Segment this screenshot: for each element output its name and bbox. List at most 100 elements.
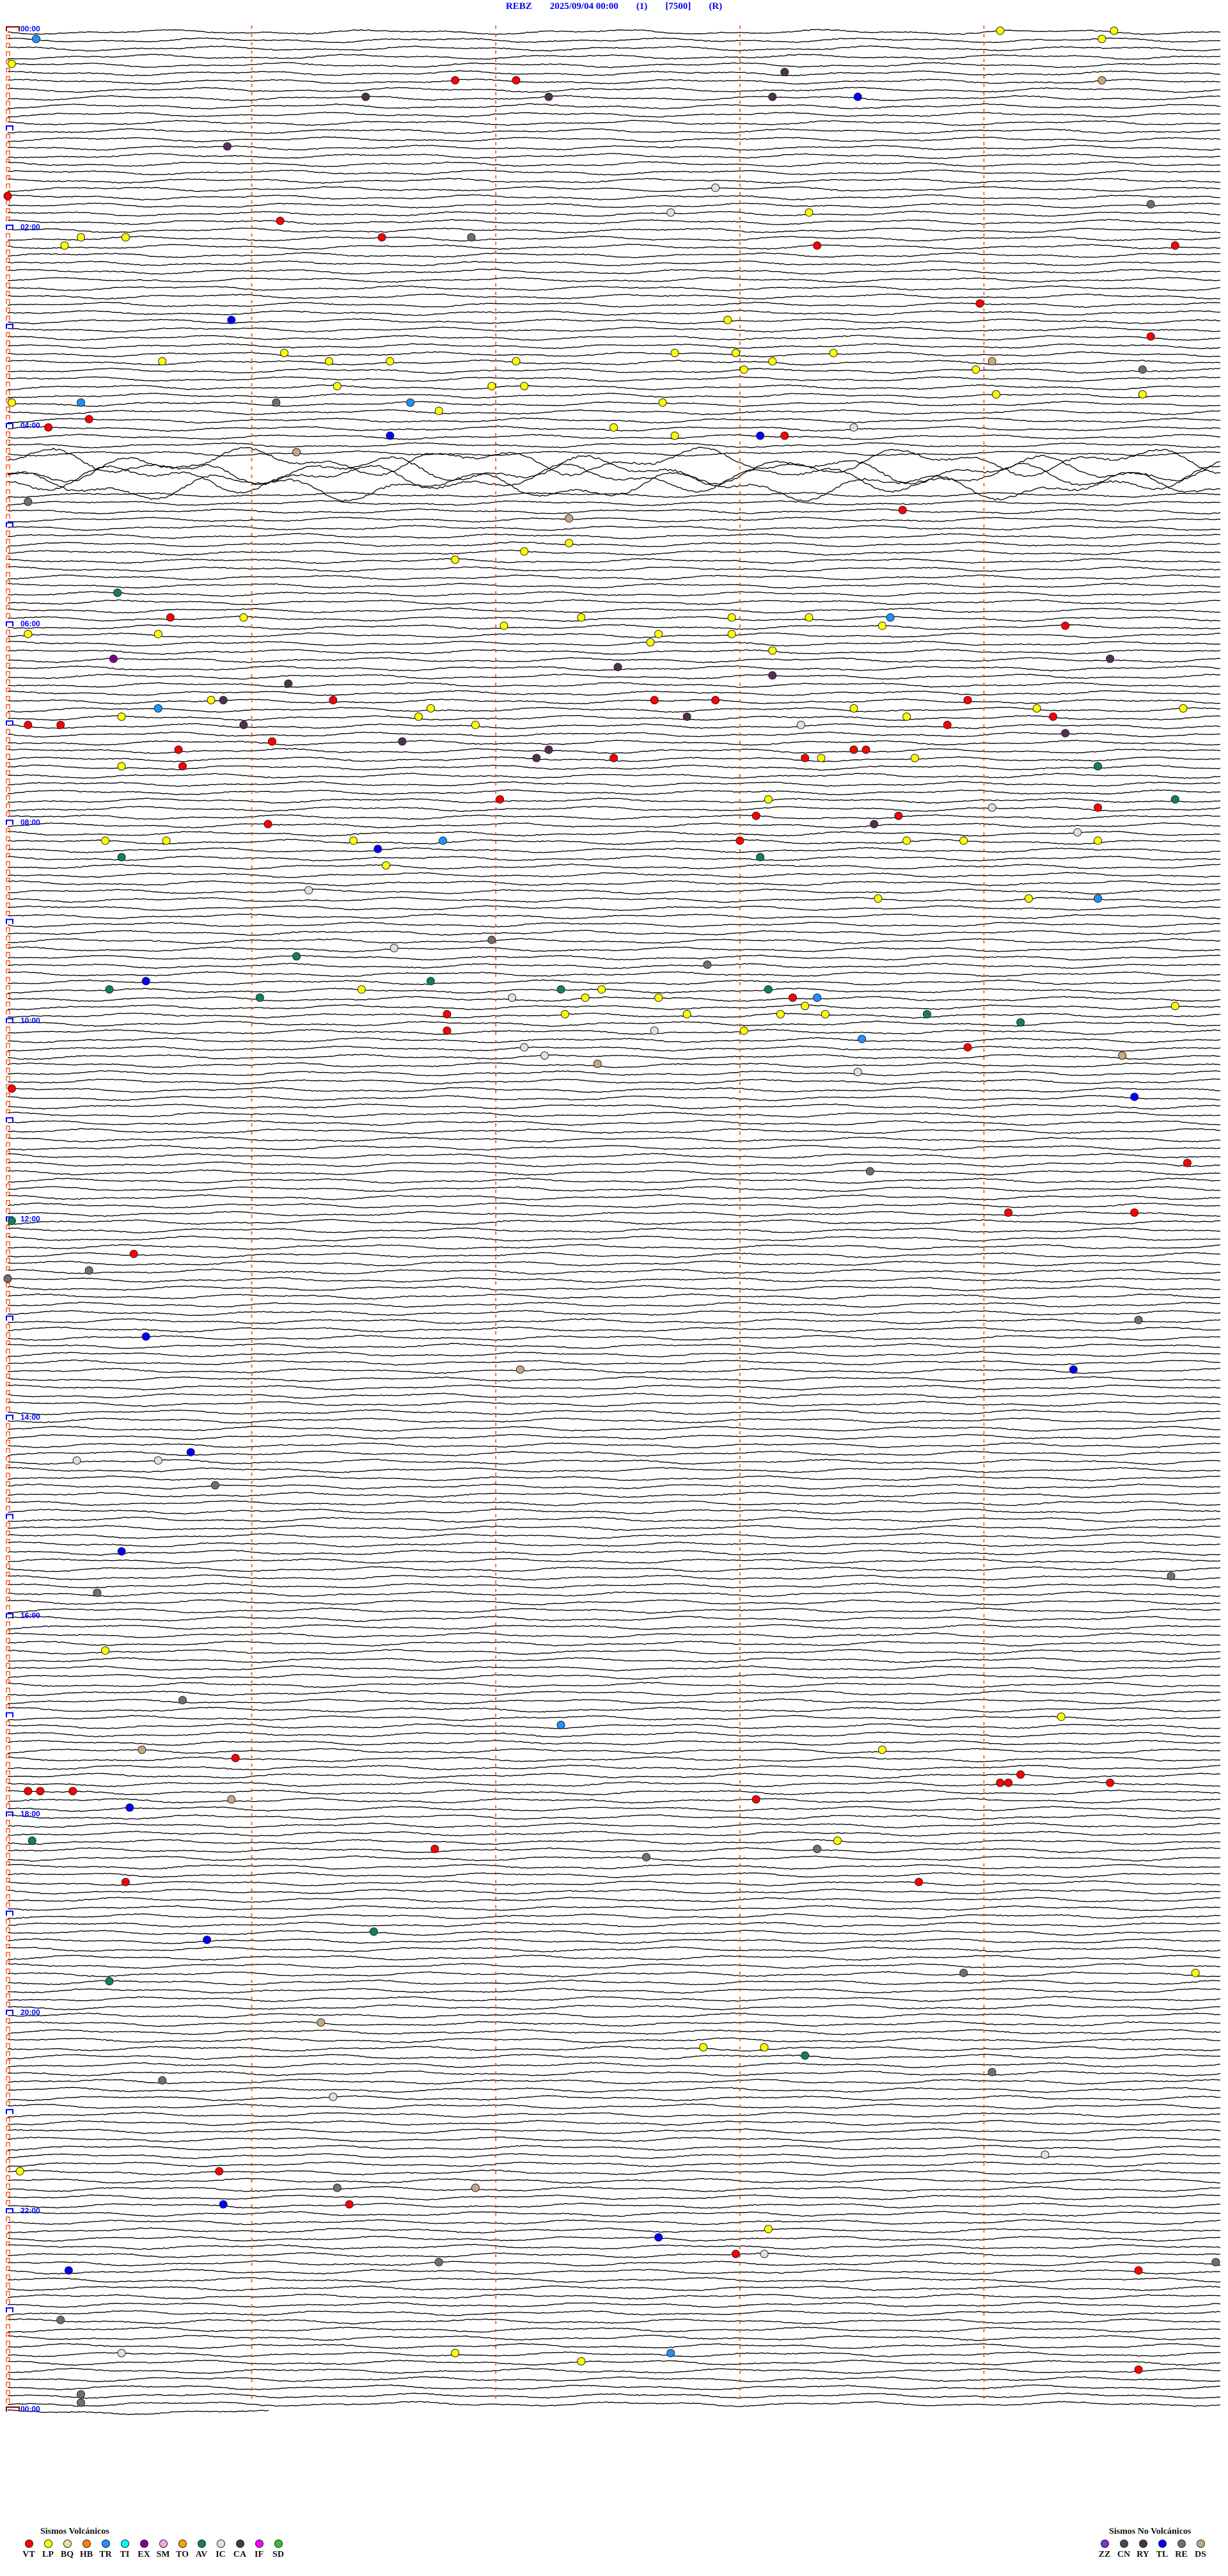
line-start-marker xyxy=(6,125,13,131)
line-start-marker xyxy=(6,1373,10,1379)
line-start-marker xyxy=(6,142,10,147)
line-start-marker xyxy=(6,1853,10,1858)
line-start-marker xyxy=(6,2133,10,2139)
trace xyxy=(7,607,1221,614)
line-start-marker xyxy=(6,2108,13,2114)
line-start-marker xyxy=(6,2092,10,2098)
event-marker-lp xyxy=(15,2167,24,2176)
trace xyxy=(7,2277,1221,2283)
trace xyxy=(7,1574,1221,1581)
line-start-marker xyxy=(6,1902,10,1908)
trace xyxy=(7,434,1221,440)
event-marker-lp xyxy=(849,704,858,713)
trace xyxy=(7,1946,1221,1953)
legend-label: DS xyxy=(1195,2550,1206,2559)
trace xyxy=(7,773,1221,779)
event-marker-lp xyxy=(801,1002,810,1011)
line-start-marker xyxy=(6,547,10,552)
event-marker-vt xyxy=(801,754,810,763)
event-marker-ic xyxy=(760,2250,769,2258)
event-marker-vt xyxy=(1183,1158,1192,1167)
line-start-marker xyxy=(6,75,10,81)
trace xyxy=(7,896,1221,903)
legend-item-ds: DS xyxy=(1191,2540,1210,2560)
trace xyxy=(7,1781,1221,1787)
plot-title: REBZ 2025/09/04 00:00 (1) [7500] (R) xyxy=(0,1,1228,12)
event-marker-re xyxy=(434,2257,443,2266)
trace xyxy=(7,2062,1221,2068)
event-marker-vt xyxy=(84,415,93,423)
event-marker-vt xyxy=(512,76,521,84)
legend-item-ca: CA xyxy=(230,2540,249,2560)
line-start-marker xyxy=(6,1613,13,1618)
event-marker-re xyxy=(3,1274,12,1283)
line-start-marker xyxy=(6,1357,10,1363)
trace xyxy=(7,830,1221,837)
event-marker-vt xyxy=(496,795,505,804)
event-marker-ic xyxy=(711,184,720,192)
trace xyxy=(7,1012,1221,1019)
line-start-marker xyxy=(6,2225,10,2230)
trace xyxy=(7,963,1221,969)
event-marker-av xyxy=(255,993,264,1002)
line-start-marker xyxy=(6,1365,10,1371)
line-start-marker xyxy=(6,2200,10,2205)
event-marker-lp xyxy=(610,423,618,432)
line-start-marker xyxy=(6,2158,10,2164)
trace xyxy=(7,913,1221,920)
trace xyxy=(7,1508,1221,1515)
line-start-marker xyxy=(6,977,10,982)
trace xyxy=(7,1186,1221,1192)
trace xyxy=(7,2351,1221,2358)
line-start-marker xyxy=(6,1621,10,1627)
event-marker-lp xyxy=(764,2225,773,2234)
event-marker-vt xyxy=(963,696,972,704)
trace xyxy=(7,864,1221,870)
line-start-marker xyxy=(6,266,10,271)
line-start-marker xyxy=(6,1456,10,1462)
line-start-marker xyxy=(6,2150,10,2156)
line-start-marker xyxy=(6,1291,10,1296)
event-marker-lp xyxy=(77,233,85,242)
trace xyxy=(7,1822,1221,1829)
event-marker-ca xyxy=(870,819,879,828)
line-start-marker xyxy=(6,1952,10,1957)
amplitude-scale: [7500] xyxy=(665,1,691,12)
line-start-marker xyxy=(6,935,10,941)
channel: (1) xyxy=(636,1,648,12)
line-start-marker xyxy=(6,960,10,965)
trace xyxy=(7,277,1221,283)
legend-label: VT xyxy=(22,2550,35,2559)
event-marker-lp xyxy=(902,836,911,845)
line-start-marker xyxy=(6,183,10,189)
event-marker-ic xyxy=(853,1068,862,1077)
line-start-marker xyxy=(6,1431,10,1437)
trace xyxy=(7,1624,1221,1630)
event-marker-vt xyxy=(1170,241,1179,250)
trace xyxy=(7,2367,1221,2375)
trace xyxy=(7,2401,1221,2407)
event-marker-lp xyxy=(520,547,529,556)
line-start-marker xyxy=(6,1580,10,1585)
event-marker-av xyxy=(1170,795,1179,804)
line-start-marker xyxy=(6,1935,10,1941)
trace xyxy=(7,1789,1221,1796)
event-marker-lp xyxy=(805,613,814,622)
line-start-marker xyxy=(6,1464,10,1470)
hour-label: 22:00 xyxy=(20,2206,40,2215)
trace xyxy=(7,1128,1221,1135)
trace xyxy=(7,839,1221,845)
line-start-marker xyxy=(6,993,10,999)
legend-dot-icon xyxy=(1138,2540,1147,2548)
line-start-marker xyxy=(6,522,13,528)
line-start-marker xyxy=(6,1142,10,1148)
trace xyxy=(7,2177,1221,2184)
trace xyxy=(7,1227,1221,1234)
trace xyxy=(7,1334,1221,1341)
event-marker-lp xyxy=(117,712,126,721)
line-start-marker xyxy=(6,695,10,701)
legend-label: TO xyxy=(176,2550,189,2559)
line-start-marker xyxy=(6,1728,10,1734)
line-start-marker xyxy=(6,803,10,809)
line-start-marker xyxy=(6,1382,10,1387)
